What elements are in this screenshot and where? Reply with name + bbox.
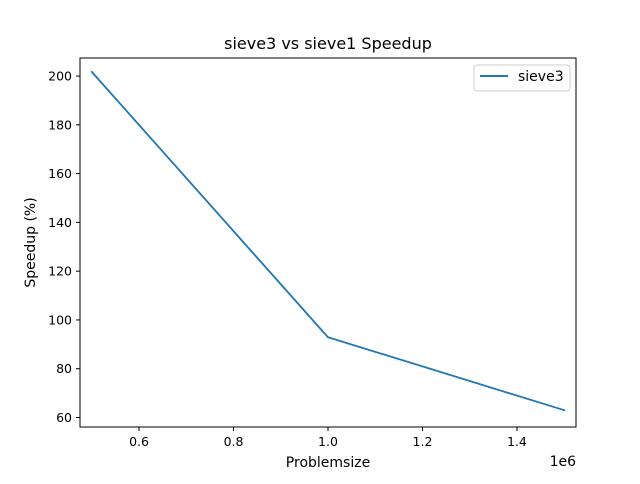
y-tick-label: 140 <box>48 215 72 230</box>
y-tick-label: 100 <box>48 312 72 327</box>
y-tick-label: 180 <box>48 117 72 132</box>
legend-box <box>473 64 571 92</box>
chart-title: sieve3 vs sieve1 Speedup <box>224 34 432 53</box>
x-axis-offset-label: 1e6 <box>550 454 577 470</box>
x-tick-label: 1.2 <box>413 434 433 449</box>
x-axis-label: Problemsize <box>286 455 370 471</box>
y-tick-label: 60 <box>56 410 72 425</box>
y-tick-label: 80 <box>56 361 72 376</box>
y-axis-label: Speedup (%) <box>23 197 39 287</box>
x-tick-label: 1.4 <box>507 434 527 449</box>
y-tick-label: 160 <box>48 166 72 181</box>
plot-data-layer <box>90 70 566 412</box>
x-tick-label: 0.8 <box>224 434 244 449</box>
x-axis: 0.6 0.8 1.0 1.2 1.4 <box>129 427 527 449</box>
x-tick-label: 0.6 <box>129 434 149 449</box>
legend: sieve3 <box>473 64 571 92</box>
legend-label-sieve3: sieve3 <box>518 69 564 85</box>
y-tick-label: 120 <box>48 264 72 279</box>
y-tick-label: 200 <box>48 69 72 84</box>
y-axis: 60 80 100 120 140 160 180 200 <box>48 69 80 425</box>
x-tick-label: 1.0 <box>318 434 338 449</box>
series-line-sieve3 <box>90 70 566 412</box>
